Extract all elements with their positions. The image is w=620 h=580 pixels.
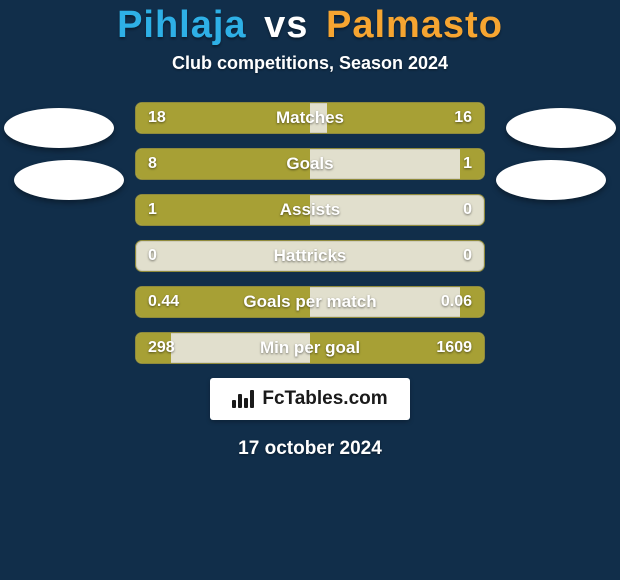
player1-name: Pihlaja — [117, 4, 247, 46]
stat-value-left: 1 — [148, 201, 157, 219]
stat-value-right: 0.06 — [441, 293, 472, 311]
vs-label: vs — [264, 4, 308, 46]
page-root: Pihlaja vs Palmasto Club competitions, S… — [0, 0, 620, 580]
stat-row: 8 1 Goals — [135, 148, 485, 180]
stat-value-left: 8 — [148, 155, 157, 173]
stat-row: 1 0 Assists — [135, 194, 485, 226]
stat-label: Matches — [276, 108, 344, 128]
stat-value-left: 298 — [148, 339, 175, 357]
stat-label: Assists — [280, 200, 340, 220]
player1-avatar-top — [4, 108, 114, 148]
subtitle: Club competitions, Season 2024 — [172, 53, 448, 74]
stat-value-left: 0 — [148, 247, 157, 265]
stat-fill-left — [136, 149, 310, 179]
stat-value-right: 1609 — [436, 339, 472, 357]
stat-label: Goals — [286, 154, 333, 174]
stat-label: Hattricks — [274, 246, 347, 266]
bar-chart-icon — [232, 390, 254, 408]
comparison-chart: 18 16 Matches 8 1 Goals 1 0 Assists 0 0 Hattricks 0.… — [0, 102, 620, 364]
stat-label: Min per goal — [260, 338, 360, 358]
stat-row: 298 1609 Min per goal — [135, 332, 485, 364]
stat-row: 0.44 0.06 Goals per match — [135, 286, 485, 318]
player2-avatar-bottom — [496, 160, 606, 200]
page-title: Pihlaja vs Palmasto — [117, 4, 503, 47]
player2-avatar-top — [506, 108, 616, 148]
player1-avatar-bottom — [14, 160, 124, 200]
stat-label: Goals per match — [243, 292, 376, 312]
stat-value-right: 1 — [463, 155, 472, 173]
player2-name: Palmasto — [326, 4, 503, 46]
stat-value-left: 18 — [148, 109, 166, 127]
stat-row: 0 0 Hattricks — [135, 240, 485, 272]
stat-row: 18 16 Matches — [135, 102, 485, 134]
stat-value-right: 0 — [463, 247, 472, 265]
stat-value-right: 16 — [454, 109, 472, 127]
stat-value-right: 0 — [463, 201, 472, 219]
stat-rows: 18 16 Matches 8 1 Goals 1 0 Assists 0 0 Hattricks 0.… — [135, 102, 485, 364]
date-text: 17 october 2024 — [238, 438, 382, 460]
stat-value-left: 0.44 — [148, 293, 179, 311]
brand-text: FcTables.com — [262, 388, 387, 410]
brand-badge: FcTables.com — [210, 378, 409, 420]
